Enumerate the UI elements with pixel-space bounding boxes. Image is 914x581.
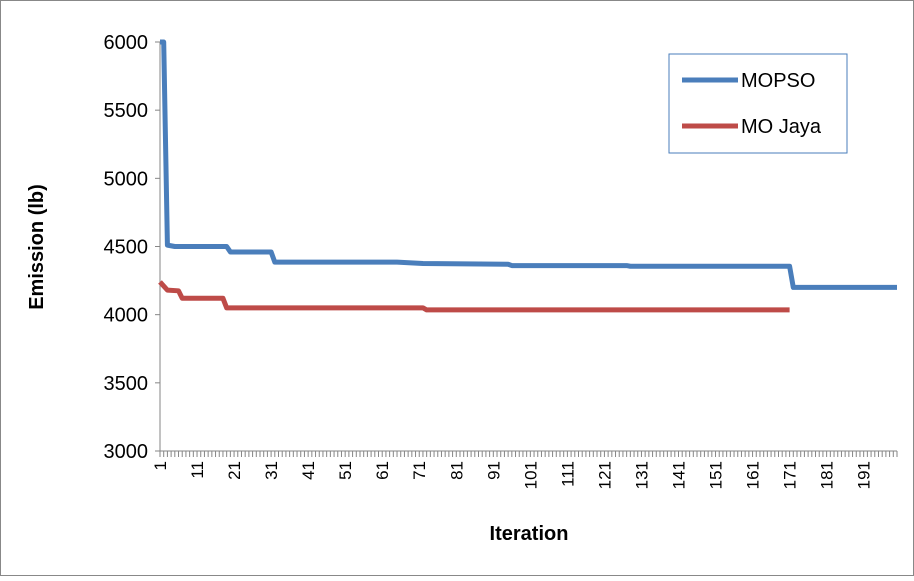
x-tick-label: 1 [151,461,170,470]
x-tick-label: 141 [669,461,688,489]
x-axis-tick-labels: 1 11 21 31 41 51 61 71 81 91 101 111 121 131 141 151 161… [151,461,874,489]
x-tick-label: 11 [188,461,207,479]
x-tick-label: 121 [595,461,614,489]
x-tick-label: 151 [707,461,726,489]
x-tick-label: 81 [447,461,466,480]
series-lines [158,39,897,313]
y-tick-label: 4000 [104,305,149,327]
x-tick-label: 91 [484,461,503,480]
x-tick-label: 191 [855,461,874,489]
axes [155,41,898,457]
series-line-mopso [160,39,897,290]
y-tick-label: 5000 [104,168,149,190]
x-tick-label: 181 [818,461,837,489]
x-tick-label: 131 [632,461,651,489]
y-axis-tick-labels: 3000 3500 4000 4500 5000 5500 6000 [104,32,149,463]
x-tick-label: 171 [781,461,800,489]
y-axis-title: Emission (lb) [26,184,48,310]
x-tick-label: 71 [410,461,429,480]
x-axis-title: Iteration [490,523,569,545]
x-tick-label: 51 [336,461,355,480]
x-tick-label: 101 [521,461,540,489]
x-tick-label: 21 [225,461,244,480]
x-tick-label: 111 [558,461,577,487]
y-tick-label: 5500 [104,100,149,122]
y-tick-label: 4500 [104,237,149,259]
y-tick-label: 3000 [104,441,149,463]
x-tick-label: 41 [299,461,318,480]
legend-label-mo-jaya: MO Jaya [741,116,822,138]
legend-label-mopso: MOPSO [741,70,815,92]
y-tick-label: 3500 [104,373,149,395]
y-tick-label: 6000 [104,32,149,54]
x-tick-label: 31 [262,461,281,480]
legend-box [668,53,848,154]
x-tick-label: 61 [373,461,392,480]
series-line-mo-jaya [158,280,790,313]
x-tick-label: 161 [744,461,763,489]
legend: MOPSO MO Jaya [668,53,848,154]
